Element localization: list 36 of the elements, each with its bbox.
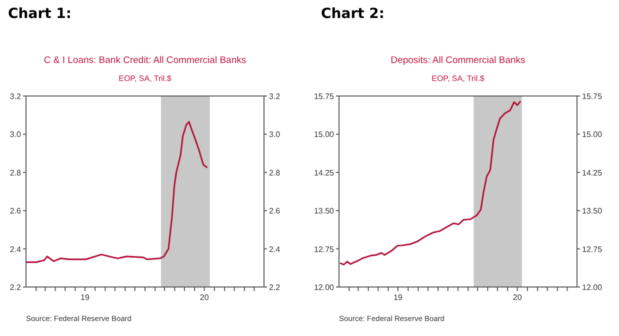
y2-tick-label: 3.2 [269,92,281,101]
x-tick-label: 20 [512,293,522,302]
y-tick-label: 12.00 [314,283,335,292]
y-tick-label: 14.25 [314,168,335,178]
y-tick-label: 15.00 [314,130,335,140]
x-tick-label: 20 [200,293,210,302]
y2-tick-label: 13.50 [582,206,603,216]
x-tick-label: 19 [80,293,90,302]
y-tick-label: 15.75 [314,92,335,101]
y-tick-label: 3.2 [10,92,22,101]
x-tick-label: 19 [394,293,404,302]
line-series [25,120,208,263]
y2-tick-label: 2.4 [269,244,281,254]
y2-tick-label: 3.0 [269,130,281,140]
y-tick-label: 2.6 [10,206,22,216]
y-tick-label: 12.75 [314,244,335,254]
y2-tick-label: 2.8 [269,168,281,178]
y-tick-label: 3.0 [10,130,22,140]
line-series [339,100,522,266]
y2-tick-label: 14.25 [582,168,603,178]
y2-tick-label: 12.75 [582,244,603,254]
caption: Chart 2: [321,6,384,22]
chart-title: Deposits: All Commercial Banks [390,55,526,66]
y-tick-label: 2.4 [10,244,22,254]
chart-subtitle: EOP, SA, Tril.$ [432,74,485,83]
y2-tick-label: 2.2 [269,283,281,292]
y2-tick-label: 12.00 [582,283,603,292]
y-tick-label: 2.8 [10,168,22,178]
y2-tick-label: 2.6 [269,206,281,216]
y2-tick-label: 15.75 [582,92,603,101]
chart-title: C & I Loans: Bank Credit: All Commercial Banks [44,55,246,66]
chart-subtitle: EOP, SA, Tril.$ [118,74,172,83]
y2-tick-label: 15.00 [582,130,603,140]
caption: Chart 1: [8,6,72,22]
y-tick-label: 13.50 [314,206,335,216]
y-tick-label: 2.2 [10,283,22,292]
